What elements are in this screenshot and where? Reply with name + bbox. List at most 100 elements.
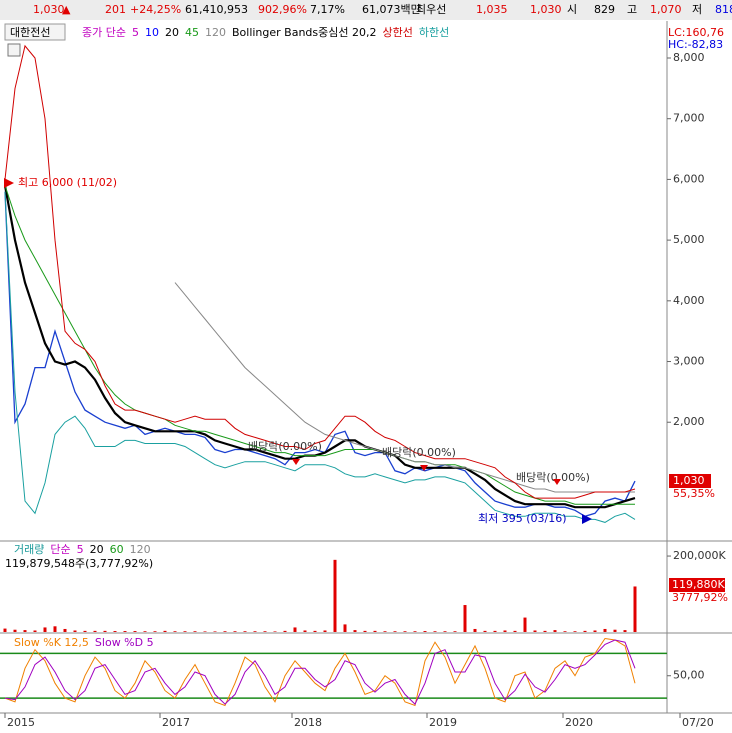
volume-bar [233, 631, 237, 632]
annotation: 최고 6,000 (11/02) [18, 176, 117, 189]
header-item: 1,030 [33, 3, 65, 16]
annotation-arrow [4, 178, 14, 188]
legend-item: 45 [185, 26, 199, 39]
series-line [4, 185, 635, 505]
legend-item: Bollinger Bands중심선 20,2 [232, 26, 377, 39]
series-line [4, 637, 636, 707]
annotation: 최저 395 (03/16) [478, 512, 567, 525]
y-tick-label: 7,000 [673, 112, 705, 125]
volume-bar [423, 631, 427, 632]
volume-bar [253, 631, 257, 632]
annotation-arrow [553, 479, 561, 485]
legend-item: 상한선 [383, 26, 413, 39]
last-change-label: 3777,92% [672, 591, 728, 604]
volume-bar [213, 631, 217, 632]
y-tick-label: 200,000K [673, 549, 726, 562]
volume-bar [533, 630, 537, 632]
y-tick-label: 4,000 [673, 294, 705, 307]
volume-bar [353, 630, 357, 632]
annotation-arrow [582, 514, 592, 524]
volume-bar [563, 631, 567, 632]
volume-bar [273, 631, 277, 632]
settings-icon[interactable] [7, 43, 21, 57]
volume-bar [493, 630, 497, 632]
volume-bar [163, 630, 167, 632]
volume-bar [523, 617, 527, 632]
last-value-box [669, 578, 725, 592]
price-line [4, 191, 636, 518]
volume-bar [453, 631, 457, 632]
volume-bar [603, 628, 607, 632]
header-item: 818 [715, 3, 732, 16]
legend-subtitle: 119,879,548주(3,777,92%) [5, 557, 153, 570]
volume-bar [313, 630, 317, 632]
volume-bar [413, 631, 417, 632]
volume-bar [43, 627, 47, 632]
volume-bar [73, 630, 77, 632]
volume-bar [173, 631, 177, 632]
y-tick-label: 6,000 [673, 172, 705, 185]
legend-item: 120 [205, 26, 226, 39]
volume-bar [483, 630, 487, 632]
header-item: 고 [627, 3, 637, 16]
header-item: 61,410,953 [185, 3, 248, 16]
last-change-label: 55,35% [673, 487, 715, 500]
volume-bar [463, 605, 467, 632]
x-tick-label: 2017 [162, 716, 190, 729]
volume-bar [193, 631, 197, 632]
annotation-arrow [420, 465, 428, 471]
header-item: 902,96% [258, 3, 307, 16]
last-value-label: 119,880K [672, 578, 725, 591]
corner-text: LC:160,76 [668, 26, 724, 39]
volume-bar [223, 631, 227, 632]
header-item: ▲ [62, 3, 71, 16]
header-item: 1,035 [476, 3, 508, 16]
volume-bar [513, 630, 517, 632]
header-item: 1,030 [530, 3, 562, 16]
volume-bar [613, 629, 617, 632]
volume-bar [323, 630, 327, 632]
corner-text: HC:-82,83 [668, 38, 723, 51]
annotation-arrow [292, 459, 300, 465]
series-line [4, 191, 636, 523]
volume-bar [433, 631, 437, 632]
volume-bar [63, 628, 67, 632]
legend-item: 5 [77, 543, 84, 556]
title-box[interactable] [4, 23, 66, 41]
x-tick-label: 2018 [294, 716, 322, 729]
volume-bar [263, 631, 267, 632]
volume-bar [243, 631, 247, 632]
volume-bar [553, 630, 557, 632]
legend-item: 종가 단순 [82, 26, 126, 39]
volume-bar [283, 630, 287, 632]
volume-bar [543, 630, 547, 632]
volume-bar [33, 630, 37, 632]
legend-item: Slow %K 12,5 [14, 636, 89, 649]
header-item: 61,073백만 [362, 3, 421, 16]
header-item: +24,25% [130, 3, 181, 16]
series-line [174, 282, 635, 493]
legend-item: 20 [90, 543, 104, 556]
header-item: 1,070 [650, 3, 682, 16]
volume-bar [373, 630, 377, 632]
header-item: 7,17% [310, 3, 345, 16]
panel-bg [0, 21, 732, 733]
volume-bar [3, 628, 7, 632]
volume-bar [93, 630, 97, 632]
y-tick-label: 3,000 [673, 355, 705, 368]
legend-item: 20 [165, 26, 179, 39]
x-tick-label: 07/20 [682, 716, 714, 729]
header-item: 시 [567, 3, 577, 16]
chart-title: 대한전선 [10, 26, 50, 39]
volume-bar [583, 630, 587, 632]
header-item: 201 [105, 3, 126, 16]
legend-item: 하한선 [419, 25, 449, 39]
volume-bar [293, 627, 297, 632]
volume-bar [623, 630, 627, 632]
legend-item: 거래량 [14, 543, 44, 556]
legend-item: 10 [145, 26, 159, 39]
volume-bar [333, 559, 337, 632]
volume-bar [13, 629, 17, 632]
annotation: 배당락(0.00%) [516, 471, 590, 484]
annotation: 배당락(0.00%) [382, 446, 456, 459]
